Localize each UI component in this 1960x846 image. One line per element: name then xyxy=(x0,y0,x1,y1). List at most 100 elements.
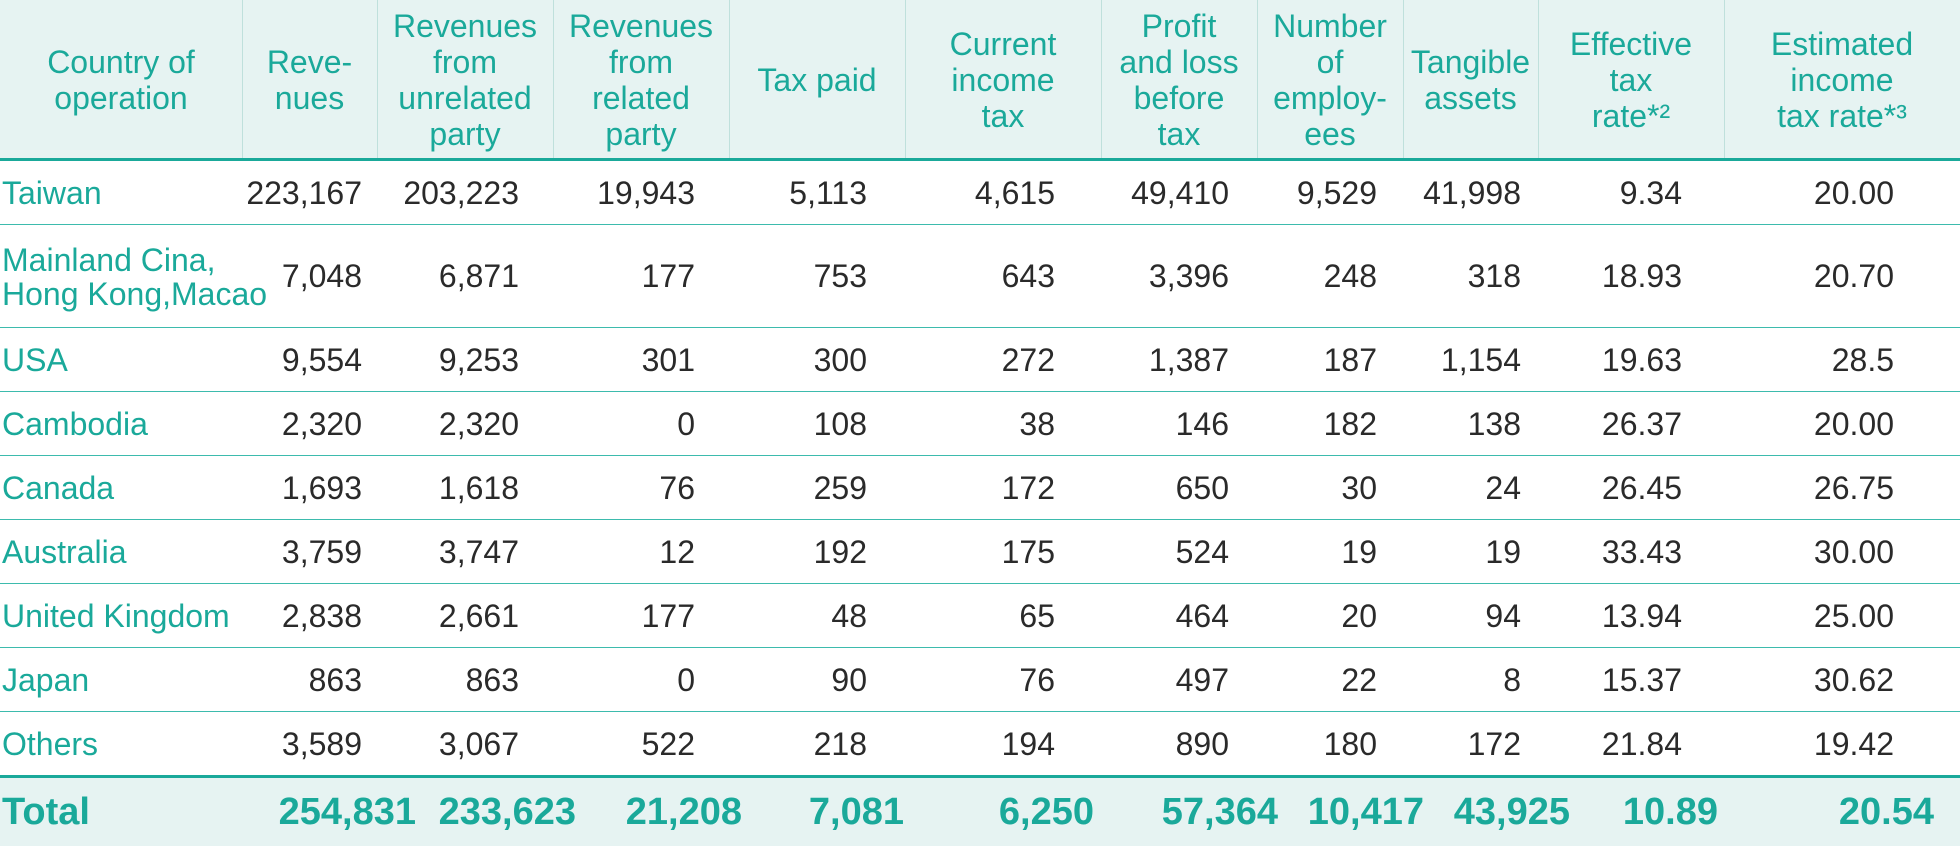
total-label: Total xyxy=(2,791,90,833)
table-row: Mainland Cina, Hong Kong,Macao 7,048 6,8… xyxy=(0,225,1960,328)
cell-tangible-assets: 24 xyxy=(1485,469,1521,506)
table-row: Taiwan 223,167 203,223 19,943 5,113 4,61… xyxy=(0,161,1960,225)
column-divider xyxy=(905,0,906,159)
cell-tax-paid: 753 xyxy=(813,258,867,294)
cell-profit-loss: 49,410 xyxy=(1131,174,1229,211)
header-rule xyxy=(0,158,1960,161)
table-header: Country of operation Reve- nues Revenues… xyxy=(0,0,1960,159)
total-revenues-related: 21,208 xyxy=(625,790,742,833)
header-tax-paid: Tax paid xyxy=(757,61,877,98)
cell-revenues-related: 301 xyxy=(641,341,695,378)
cell-profit-loss: 524 xyxy=(1175,533,1229,570)
cell-revenues-related: 177 xyxy=(641,597,695,634)
cell-employees: 182 xyxy=(1323,405,1377,442)
cell-tangible-assets: 1,154 xyxy=(1440,341,1521,378)
cell-revenues: 3,589 xyxy=(281,725,362,762)
cell-estimated-tax-rate: 19.42 xyxy=(1813,725,1894,762)
table-row: Australia 3,759 3,747 12 192 175 524 19 … xyxy=(0,520,1960,584)
cell-effective-tax-rate: 15.37 xyxy=(1601,661,1682,698)
cell-current-income-tax: 38 xyxy=(1019,405,1055,442)
header-revenues: Reve- nues xyxy=(266,43,353,116)
cell-tax-paid: 90 xyxy=(831,661,867,698)
total-row-background xyxy=(0,778,1960,846)
header-tangible-assets: Tangible assets xyxy=(1410,43,1531,116)
cell-revenues: 3,759 xyxy=(281,533,362,570)
cell-profit-loss: 890 xyxy=(1175,725,1229,762)
cell-current-income-tax: 272 xyxy=(1001,341,1055,378)
cell-revenues: 2,838 xyxy=(281,597,362,634)
table-row: Canada 1,693 1,618 76 259 172 650 30 24 … xyxy=(0,456,1960,520)
table-row: USA 9,554 9,253 301 300 272 1,387 187 1,… xyxy=(0,328,1960,392)
row-country: Cambodia xyxy=(2,406,148,442)
row-divider xyxy=(0,327,1960,328)
table-row: Others 3,589 3,067 522 218 194 890 180 1… xyxy=(0,712,1960,776)
row-country: Mainland Cina, Hong Kong,Macao xyxy=(2,241,268,312)
cell-estimated-tax-rate: 28.5 xyxy=(1831,341,1894,378)
cell-profit-loss: 146 xyxy=(1175,405,1229,442)
header-estimated-tax-rate: Estimated income tax rate*³ xyxy=(1770,25,1914,134)
cell-profit-loss: 650 xyxy=(1175,469,1229,506)
cell-tax-paid: 48 xyxy=(831,597,867,634)
cell-employees: 187 xyxy=(1323,341,1377,378)
table-row: Cambodia 2,320 2,320 0 108 38 146 182 13… xyxy=(0,392,1960,456)
cell-revenues-related: 12 xyxy=(659,533,695,570)
cell-estimated-tax-rate: 20.00 xyxy=(1813,405,1894,442)
cell-employees: 180 xyxy=(1323,725,1377,762)
total-tangible-assets: 43,925 xyxy=(1453,790,1570,833)
cell-profit-loss: 464 xyxy=(1175,597,1229,634)
cell-effective-tax-rate: 19.63 xyxy=(1601,341,1682,378)
row-divider xyxy=(0,391,1960,392)
total-rule xyxy=(0,775,1960,778)
cell-employees: 9,529 xyxy=(1296,174,1377,211)
row-divider xyxy=(0,583,1960,584)
cell-revenues: 223,167 xyxy=(246,174,362,211)
row-divider xyxy=(0,519,1960,520)
cell-revenues: 863 xyxy=(308,661,362,698)
cell-revenues: 9,554 xyxy=(281,341,362,378)
column-divider xyxy=(1538,0,1539,159)
cell-tax-paid: 259 xyxy=(813,469,867,506)
cell-revenues-unrelated: 863 xyxy=(465,661,519,698)
header-country: Country of operation xyxy=(47,43,195,116)
total-current-income-tax: 6,250 xyxy=(998,790,1094,833)
cell-profit-loss: 497 xyxy=(1175,661,1229,698)
cell-revenues-unrelated: 6,871 xyxy=(438,258,519,294)
cell-employees: 20 xyxy=(1341,597,1377,634)
total-row: Total 254,831 233,623 21,208 7,081 6,250… xyxy=(0,778,1960,846)
cell-revenues: 7,048 xyxy=(281,258,362,294)
row-divider xyxy=(0,455,1960,456)
cell-employees: 248 xyxy=(1323,258,1377,294)
cell-revenues-related: 76 xyxy=(659,469,695,506)
cell-estimated-tax-rate: 20.00 xyxy=(1813,174,1894,211)
column-divider xyxy=(729,0,730,159)
cell-effective-tax-rate: 26.37 xyxy=(1601,405,1682,442)
column-divider xyxy=(1257,0,1258,159)
cell-tangible-assets: 8 xyxy=(1503,661,1521,698)
row-country: Canada xyxy=(2,470,115,506)
cell-current-income-tax: 4,615 xyxy=(974,174,1055,211)
column-divider xyxy=(1101,0,1102,159)
cell-revenues-unrelated: 203,223 xyxy=(403,174,519,211)
cell-revenues-related: 0 xyxy=(677,661,695,698)
row-divider xyxy=(0,711,1960,712)
cell-tangible-assets: 94 xyxy=(1485,597,1521,634)
cell-tangible-assets: 318 xyxy=(1467,258,1521,294)
header-profit-loss: Profit and loss before tax xyxy=(1119,7,1239,152)
cell-tax-paid: 192 xyxy=(813,533,867,570)
header-revenues-unrelated: Revenues from unrelated party xyxy=(392,7,538,152)
cell-estimated-tax-rate: 25.00 xyxy=(1813,597,1894,634)
cell-revenues-related: 177 xyxy=(641,258,695,294)
row-country: Australia xyxy=(2,534,127,570)
column-divider xyxy=(553,0,554,159)
cell-tangible-assets: 19 xyxy=(1485,533,1521,570)
cell-employees: 22 xyxy=(1341,661,1377,698)
column-divider xyxy=(1403,0,1404,159)
cell-revenues-unrelated: 9,253 xyxy=(438,341,519,378)
cell-revenues-related: 19,943 xyxy=(597,174,695,211)
row-country: Japan xyxy=(2,662,90,698)
cell-tax-paid: 5,113 xyxy=(789,174,867,211)
cell-current-income-tax: 172 xyxy=(1001,469,1055,506)
cell-revenues: 2,320 xyxy=(281,405,362,442)
row-country: United Kingdom xyxy=(2,598,230,634)
total-employees: 10,417 xyxy=(1307,790,1424,833)
